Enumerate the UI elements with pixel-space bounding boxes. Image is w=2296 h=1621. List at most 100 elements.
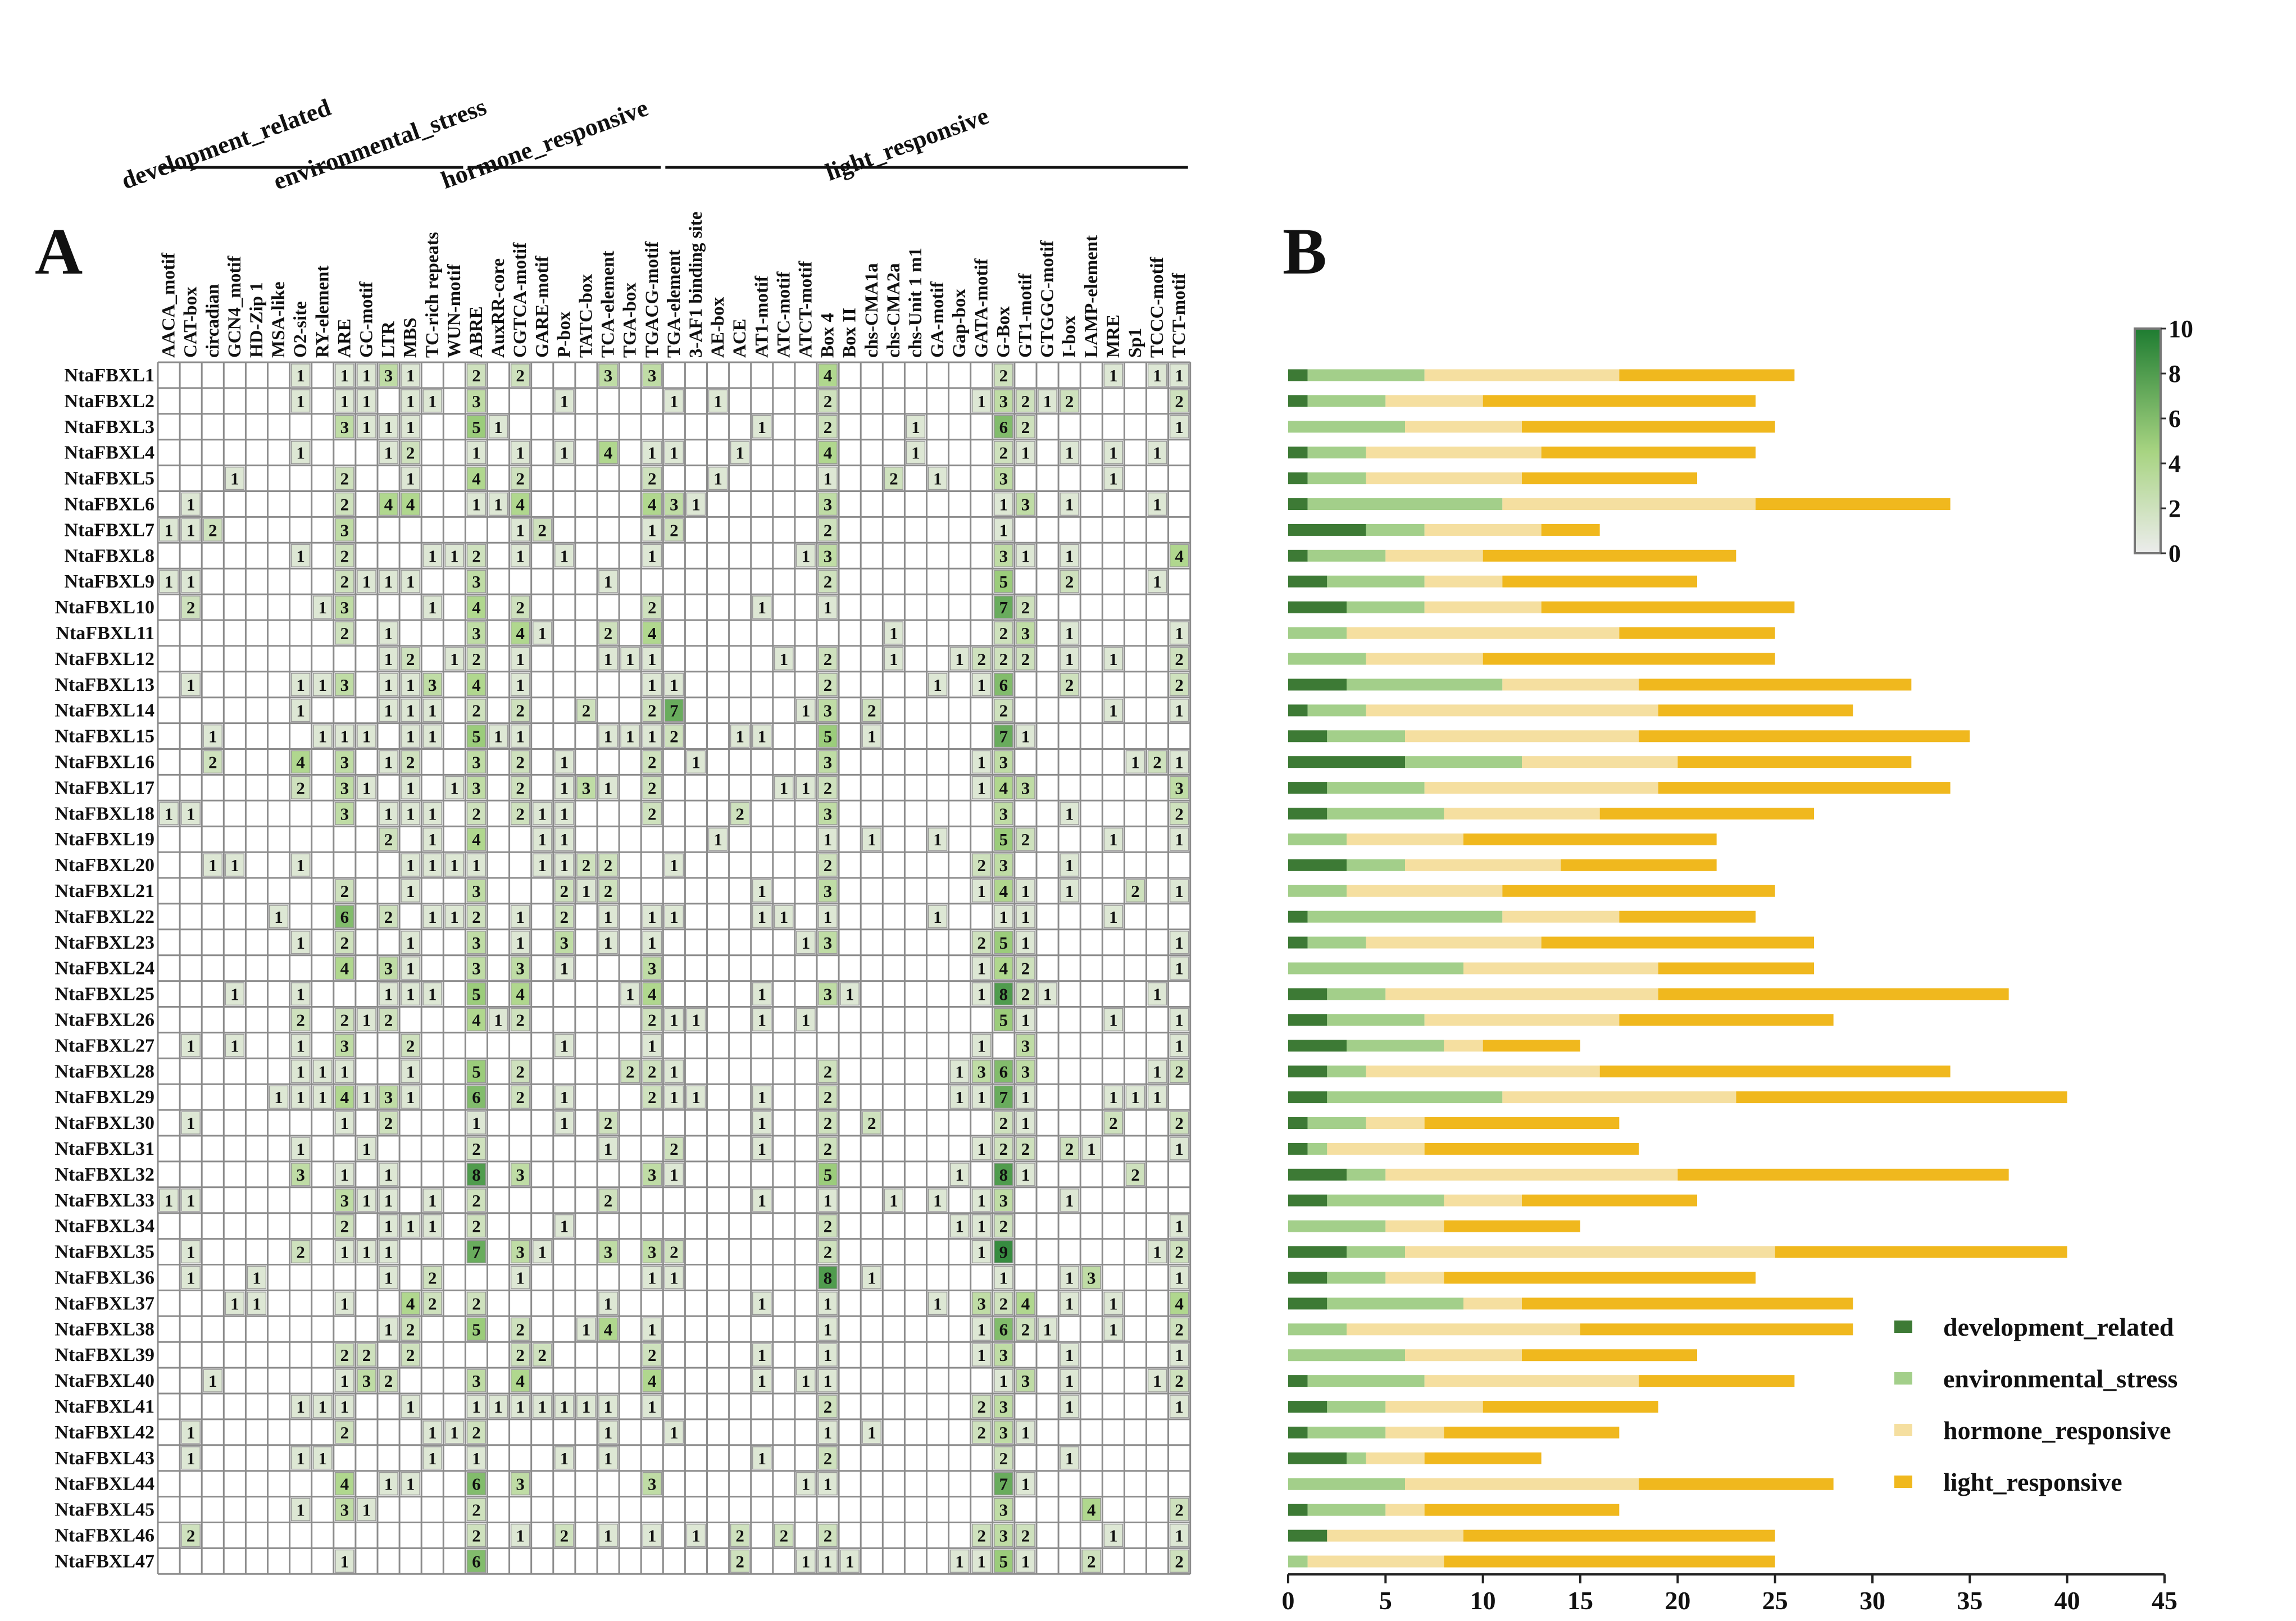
heat-cell: [576, 776, 596, 800]
heat-cell-value: 1: [406, 391, 415, 411]
heat-cell-value: 1: [1021, 1423, 1030, 1442]
heat-cell: [642, 1163, 662, 1186]
heat-cell-value: 2: [1021, 649, 1030, 669]
bar-segment-environmental_stress: [1347, 1040, 1444, 1052]
heat-cell-value: 1: [428, 727, 437, 746]
heat-cell-value: 1: [648, 727, 657, 746]
heat-cell: [1060, 802, 1079, 825]
heat-cell-value: 2: [604, 623, 613, 643]
heat-cell-value: 1: [560, 443, 569, 463]
heat-cell: [225, 1033, 245, 1058]
heat-cell-value: 2: [999, 701, 1008, 721]
heat-cell: [290, 544, 311, 567]
bar-segment-development_related: [1288, 988, 1327, 1000]
heat-cell-value: 3: [824, 985, 833, 1004]
heat-cell: [906, 440, 926, 465]
row-label: NtaFBXL10: [54, 597, 154, 618]
heat-cell-value: 1: [1021, 1551, 1030, 1571]
heat-cell-value: 3: [1021, 1036, 1030, 1055]
colorbar-tick-label: 10: [2168, 315, 2193, 343]
heat-cell-value: 2: [340, 572, 349, 591]
row-label: NtaFBXL22: [54, 907, 154, 927]
heat-cell: [554, 1395, 574, 1418]
heat-cell-value: 7: [999, 1474, 1008, 1494]
heat-cell: [1016, 1472, 1035, 1496]
heat-cell-value: 1: [406, 572, 415, 591]
heat-cell-value: 3: [999, 804, 1008, 823]
heat-cell-value: 3: [340, 804, 349, 823]
heat-cell-value: 1: [758, 1294, 767, 1313]
heat-cell: [796, 1472, 816, 1496]
heat-cell-value: 1: [384, 1191, 393, 1210]
bar-segment-environmental_stress: [1307, 936, 1366, 949]
heat-cell-value: 1: [648, 907, 657, 927]
heat-cell-value: 1: [758, 1345, 767, 1365]
heat-cell-value: 4: [340, 959, 349, 978]
heat-cell: [181, 1189, 201, 1212]
heat-cell: [994, 1265, 1013, 1290]
heat-cell: [598, 853, 618, 877]
heat-cell: [971, 776, 992, 800]
heat-cell: [466, 776, 487, 800]
heat-cell: [510, 931, 530, 954]
row-label: NtaFBXL36: [54, 1267, 154, 1288]
heat-cell: [971, 956, 992, 980]
heat-cell: [598, 1111, 618, 1135]
heat-cell-value: 3: [648, 1165, 657, 1185]
heat-cell-value: 1: [230, 855, 239, 875]
heat-cell-value: 1: [999, 494, 1008, 514]
heat-cell: [510, 905, 530, 928]
heat-cell: [379, 570, 398, 593]
heat-cell-value: 1: [670, 1010, 679, 1030]
heat-cell: [994, 982, 1013, 1006]
heat-cell-value: 1: [670, 1268, 679, 1287]
heat-cell-value: 1: [472, 494, 481, 514]
bar-segment-light_responsive: [1639, 1478, 1834, 1490]
heat-cell-value: 1: [1065, 494, 1074, 514]
bar-segment-environmental_stress: [1347, 859, 1405, 871]
heat-cell-value: 2: [977, 1526, 986, 1545]
heat-cell: [335, 673, 354, 696]
heat-cell-value: 2: [472, 649, 481, 669]
heat-cell-value: 1: [516, 546, 525, 566]
heat-cell: [642, 750, 662, 774]
heat-cell-value: 2: [516, 1010, 525, 1030]
heat-cell-value: 2: [340, 623, 349, 643]
heat-cell-value: 2: [340, 1345, 349, 1365]
heat-cell: [1169, 1008, 1189, 1032]
heat-cell-value: 1: [824, 1294, 833, 1313]
heat-cell-value: 1: [208, 727, 217, 746]
heat-cell: [818, 544, 838, 567]
heat-cell-value: 5: [472, 417, 481, 437]
heat-cell: [971, 1291, 992, 1315]
heat-cell-value: 1: [406, 727, 415, 746]
heat-cell: [379, 1317, 398, 1341]
heat-cell-value: 1: [604, 1423, 613, 1442]
heat-cell-value: 1: [1021, 1113, 1030, 1133]
heat-cell-value: 1: [1109, 469, 1118, 489]
heat-cell-value: 3: [999, 1345, 1008, 1365]
bar-segment-environmental_stress: [1327, 1014, 1425, 1026]
heat-cell: [1125, 1085, 1145, 1109]
heat-cell-value: 1: [758, 1371, 767, 1391]
bar-segment-environmental_stress: [1307, 1504, 1386, 1516]
bar-segment-hormone_responsive: [1385, 1401, 1483, 1413]
heat-cell-value: 4: [999, 778, 1008, 798]
column-label: TATC-box: [576, 274, 596, 358]
heat-cell-value: 1: [1153, 494, 1162, 514]
heat-cell: [532, 518, 552, 542]
bar-segment-environmental_stress: [1288, 962, 1463, 975]
column-label: MBS: [401, 317, 421, 358]
heat-cell: [401, 1395, 420, 1418]
bar-segment-development_related: [1288, 859, 1347, 871]
heat-cell-value: 1: [1175, 366, 1184, 385]
heat-cell-value: 1: [319, 675, 328, 695]
heat-cell: [971, 1214, 992, 1238]
bar-segment-hormone_responsive: [1385, 1426, 1444, 1438]
heat-cell: [598, 1137, 618, 1160]
heat-cell: [642, 466, 662, 490]
heat-cell-value: 1: [824, 907, 833, 927]
heat-cell-value: 3: [824, 546, 833, 566]
heat-cell: [357, 1189, 376, 1212]
heat-cell: [159, 518, 179, 542]
